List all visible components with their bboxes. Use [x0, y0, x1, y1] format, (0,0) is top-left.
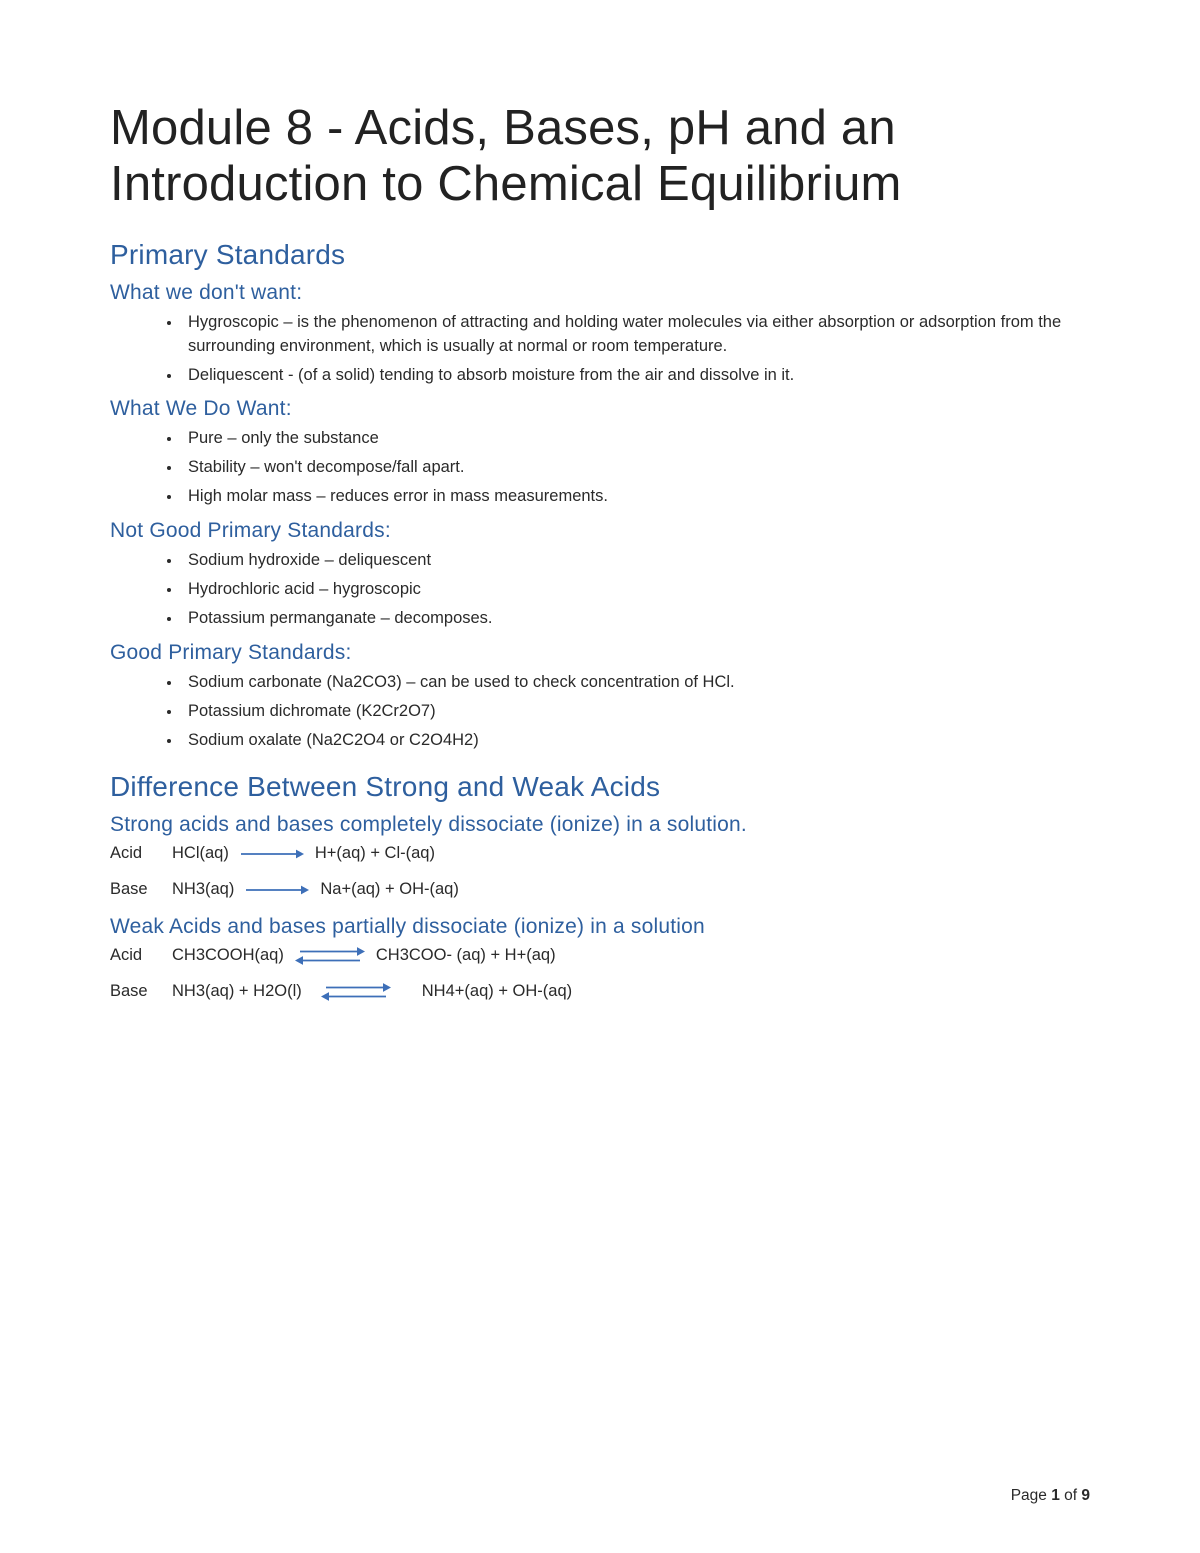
section-primary-standards: Primary Standards — [110, 239, 1090, 271]
reaction-row: Base NH3(aq) Na+(aq) + OH-(aq) — [110, 879, 1090, 901]
page-footer: Page 1 of 9 — [1011, 1487, 1090, 1505]
list-item: Deliquescent - (of a solid) tending to a… — [182, 364, 1090, 388]
page-title: Module 8 - Acids, Bases, pH and an Intro… — [110, 100, 1090, 213]
list-item: Stability – won't decompose/fall apart. — [182, 456, 1090, 480]
reaction-label: Acid — [110, 844, 172, 863]
subsection-strong: Strong acids and bases completely dissoc… — [110, 813, 1090, 837]
reactions-strong: Acid HCl(aq) H+(aq) + Cl-(aq) Base NH3(a… — [110, 843, 1090, 901]
subsection-weak: Weak Acids and bases partially dissociat… — [110, 915, 1090, 939]
equilibrium-arrow-icon — [320, 981, 392, 1003]
subsection-do-want: What We Do Want: — [110, 397, 1090, 421]
list-item: Potassium dichromate (K2Cr2O7) — [182, 700, 1090, 724]
list-not-good: Sodium hydroxide – deliquescent Hydrochl… — [110, 549, 1090, 631]
forward-arrow-icon — [244, 879, 310, 901]
list-item: Hygroscopic – is the phenomenon of attra… — [182, 311, 1090, 359]
reaction-left: NH3(aq) + H2O(l) — [172, 982, 302, 1001]
reaction-right: Na+(aq) + OH-(aq) — [320, 880, 458, 899]
reaction-left: CH3COOH(aq) — [172, 946, 284, 965]
list-item: Hydrochloric acid – hygroscopic — [182, 578, 1090, 602]
reaction-left: NH3(aq) — [172, 880, 234, 899]
reaction-label: Acid — [110, 946, 172, 965]
reaction-left: HCl(aq) — [172, 844, 229, 863]
list-item: Sodium oxalate (Na2C2O4 or C2O4H2) — [182, 729, 1090, 753]
list-do-want: Pure – only the substance Stability – wo… — [110, 427, 1090, 509]
reaction-right: CH3COO- (aq) + H+(aq) — [376, 946, 556, 965]
section-strong-weak: Difference Between Strong and Weak Acids — [110, 771, 1090, 803]
reaction-row: Acid CH3COOH(aq) CH3COO- (aq) + H+(aq) — [110, 945, 1090, 967]
list-item: Pure – only the substance — [182, 427, 1090, 451]
list-item: Sodium hydroxide – deliquescent — [182, 549, 1090, 573]
footer-prefix: Page — [1011, 1487, 1052, 1504]
list-item: Sodium carbonate (Na2CO3) – can be used … — [182, 671, 1090, 695]
forward-arrow-icon — [239, 843, 305, 865]
reaction-row: Acid HCl(aq) H+(aq) + Cl-(aq) — [110, 843, 1090, 865]
list-good: Sodium carbonate (Na2CO3) – can be used … — [110, 671, 1090, 753]
list-item: Potassium permanganate – decomposes. — [182, 607, 1090, 631]
footer-current-page: 1 — [1051, 1487, 1060, 1504]
document-page: Module 8 - Acids, Bases, pH and an Intro… — [0, 0, 1200, 1553]
equilibrium-arrow-icon — [294, 945, 366, 967]
subsection-good: Good Primary Standards: — [110, 641, 1090, 665]
footer-sep: of — [1060, 1487, 1082, 1504]
footer-total-pages: 9 — [1081, 1487, 1090, 1504]
reaction-label: Base — [110, 880, 172, 899]
reaction-label: Base — [110, 982, 172, 1001]
subsection-not-good: Not Good Primary Standards: — [110, 519, 1090, 543]
reaction-right: H+(aq) + Cl-(aq) — [315, 844, 435, 863]
reaction-right: NH4+(aq) + OH-(aq) — [422, 982, 572, 1001]
reaction-row: Base NH3(aq) + H2O(l) NH4+(aq) + OH-(aq) — [110, 981, 1090, 1003]
list-dont-want: Hygroscopic – is the phenomenon of attra… — [110, 311, 1090, 388]
subsection-dont-want: What we don't want: — [110, 281, 1090, 305]
list-item: High molar mass – reduces error in mass … — [182, 485, 1090, 509]
reactions-weak: Acid CH3COOH(aq) CH3COO- (aq) + H+(aq) B… — [110, 945, 1090, 1003]
